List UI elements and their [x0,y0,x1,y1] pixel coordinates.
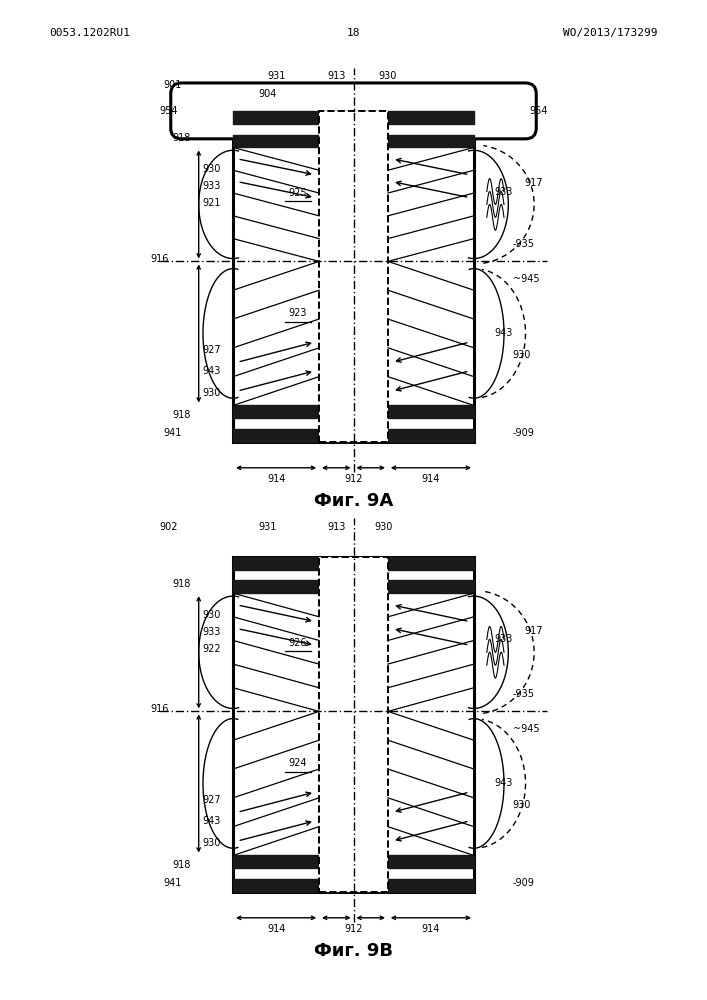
Text: 943: 943 [495,778,513,788]
Text: 913: 913 [327,522,346,532]
Text: 943: 943 [495,328,513,338]
Bar [233,557,474,892]
Text: ~945: ~945 [513,724,539,734]
Text: 933: 933 [202,181,221,191]
Text: 931: 931 [267,71,286,81]
Text: 916: 916 [151,704,169,714]
Text: 930: 930 [202,388,221,398]
Text: 931: 931 [258,522,276,532]
Text: 926: 926 [288,638,307,648]
Text: -935: -935 [513,689,534,699]
Text: 914: 914 [421,924,440,934]
Text: 922: 922 [202,644,221,654]
Text: 912: 912 [344,474,363,484]
Text: 0053.1202RU1: 0053.1202RU1 [49,28,131,38]
Text: 18: 18 [346,28,361,38]
Text: 916: 916 [151,254,169,264]
Text: 930: 930 [202,164,221,174]
Bar [319,557,388,892]
Text: Фиг. 9B: Фиг. 9B [314,942,393,960]
Text: 914: 914 [421,474,440,484]
FancyBboxPatch shape [171,83,536,139]
Text: 933: 933 [202,627,221,637]
Text: -909: -909 [513,428,534,438]
Text: 924: 924 [288,758,307,768]
Text: 913: 913 [327,71,346,81]
Text: 943: 943 [202,816,221,826]
Text: 918: 918 [173,133,191,143]
Text: 904: 904 [258,89,276,99]
Text: 923: 923 [288,308,307,318]
Text: 921: 921 [202,198,221,208]
Text: 954: 954 [159,106,178,116]
Text: 918: 918 [173,579,191,589]
Text: 917: 917 [525,626,544,636]
Text: 943: 943 [202,366,221,376]
Text: 930: 930 [375,522,393,532]
Text: 914: 914 [267,474,286,484]
Text: 941: 941 [164,428,182,438]
Text: 930: 930 [513,800,531,810]
Text: 927: 927 [202,795,221,805]
Text: 933: 933 [495,187,513,197]
Text: 918: 918 [173,860,191,870]
Bar [233,111,474,442]
Text: 933: 933 [495,634,513,644]
Text: 925: 925 [288,188,307,198]
Text: 930: 930 [202,838,221,848]
Text: 941: 941 [164,878,182,888]
Text: 912: 912 [344,924,363,934]
Text: 918: 918 [173,410,191,420]
Text: -909: -909 [513,878,534,888]
Text: 930: 930 [379,71,397,81]
Text: ~945: ~945 [513,274,539,284]
Text: 917: 917 [525,178,544,188]
Text: 902: 902 [159,522,178,532]
Text: 914: 914 [267,924,286,934]
Text: 930: 930 [513,350,531,360]
Text: 930: 930 [202,610,221,620]
Text: -935: -935 [513,239,534,249]
Text: Фиг. 9A: Фиг. 9A [314,492,393,510]
Text: 901: 901 [164,80,182,90]
Text: 927: 927 [202,345,221,355]
Bar [319,111,388,442]
Text: WO/2013/173299: WO/2013/173299 [563,28,658,38]
Text: 954: 954 [529,106,548,116]
